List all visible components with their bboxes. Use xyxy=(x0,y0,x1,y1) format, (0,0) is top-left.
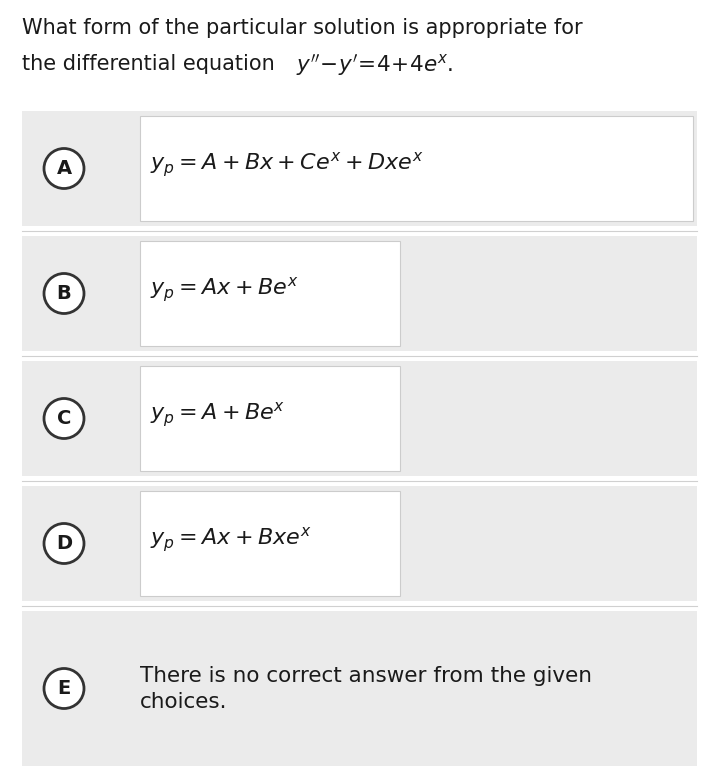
FancyBboxPatch shape xyxy=(140,491,400,596)
FancyBboxPatch shape xyxy=(140,241,400,346)
FancyBboxPatch shape xyxy=(140,366,400,471)
FancyBboxPatch shape xyxy=(22,236,697,351)
Circle shape xyxy=(44,273,84,313)
Text: $y''\!-\!y'\!=\!4\!+\!4e^{x}.$: $y''\!-\!y'\!=\!4\!+\!4e^{x}.$ xyxy=(296,52,454,77)
Text: D: D xyxy=(56,534,72,553)
Text: E: E xyxy=(58,679,70,698)
Text: $y_{p} = Ax + Be^{x}$: $y_{p} = Ax + Be^{x}$ xyxy=(150,275,298,304)
FancyBboxPatch shape xyxy=(22,361,697,476)
Circle shape xyxy=(44,669,84,709)
Circle shape xyxy=(44,523,84,564)
Text: C: C xyxy=(57,409,71,428)
FancyBboxPatch shape xyxy=(22,111,697,226)
Text: the differential equation: the differential equation xyxy=(22,54,275,74)
Text: $y_{p} = A + Bx + Ce^{x} + Dxe^{x}$: $y_{p} = A + Bx + Ce^{x} + Dxe^{x}$ xyxy=(150,150,423,179)
Text: choices.: choices. xyxy=(140,692,227,712)
FancyBboxPatch shape xyxy=(22,611,697,766)
Text: B: B xyxy=(57,284,71,303)
Circle shape xyxy=(44,149,84,188)
Text: What form of the particular solution is appropriate for: What form of the particular solution is … xyxy=(22,18,582,38)
FancyBboxPatch shape xyxy=(140,116,693,221)
Text: $y_{p} = A + Be^{x}$: $y_{p} = A + Be^{x}$ xyxy=(150,400,285,429)
Text: $y_{p} = Ax + Bxe^{x}$: $y_{p} = Ax + Bxe^{x}$ xyxy=(150,525,311,554)
FancyBboxPatch shape xyxy=(22,486,697,601)
Text: A: A xyxy=(56,159,72,178)
Circle shape xyxy=(44,398,84,438)
Text: There is no correct answer from the given: There is no correct answer from the give… xyxy=(140,666,592,686)
